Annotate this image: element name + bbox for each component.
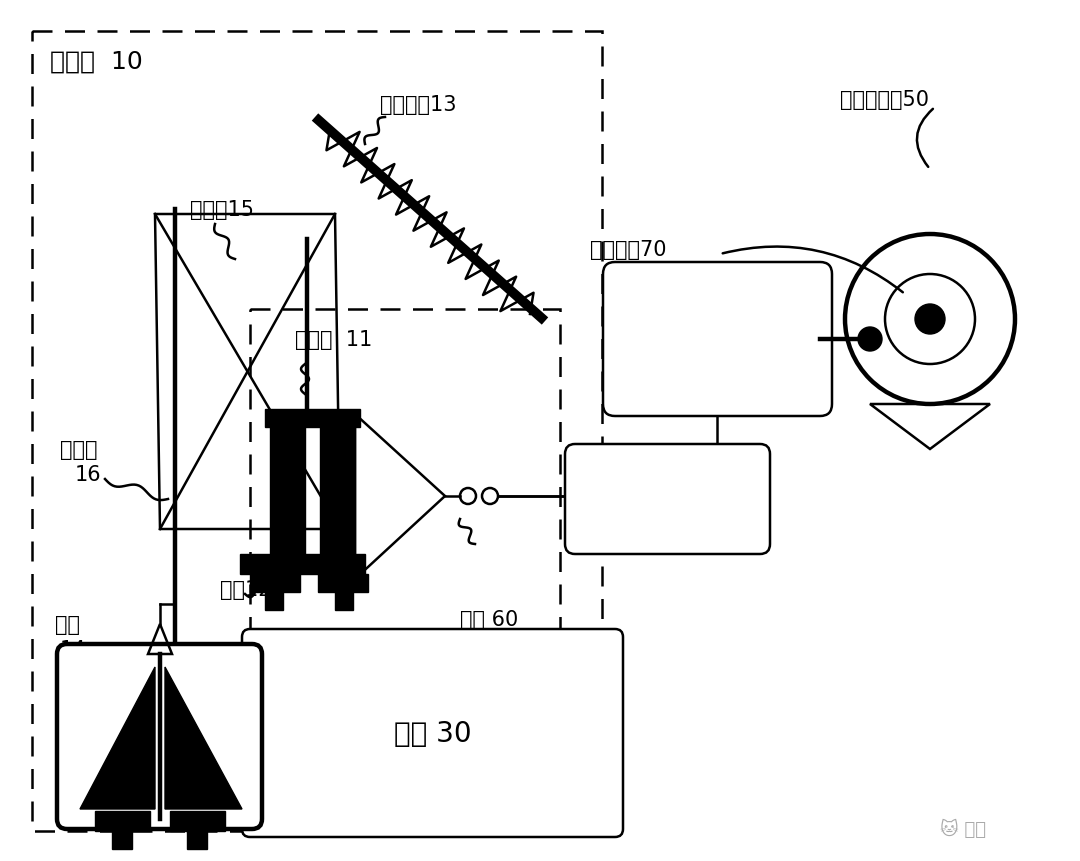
Text: 联动杆15: 联动杆15 — [190, 200, 254, 220]
Text: 安全控制板: 安全控制板 — [633, 486, 691, 505]
Text: 楔块: 楔块 — [55, 614, 80, 635]
Text: 弹性部件13: 弹性部件13 — [380, 95, 457, 115]
Text: 14: 14 — [60, 639, 86, 660]
Text: 电梯主机70: 电梯主机70 — [590, 239, 666, 260]
Bar — [265, 410, 360, 428]
Bar — [318, 574, 368, 592]
Polygon shape — [165, 667, 242, 809]
FancyBboxPatch shape — [57, 644, 262, 829]
Bar — [32, 32, 602, 831]
Text: 系统20: 系统20 — [691, 335, 743, 355]
Bar — [170, 811, 225, 831]
Text: 40: 40 — [650, 510, 674, 529]
FancyBboxPatch shape — [603, 263, 832, 417]
Bar — [112, 831, 132, 849]
Bar — [335, 592, 353, 610]
Text: 🐱 电梯: 🐱 电梯 — [940, 819, 986, 839]
Text: 主机编码器50: 主机编码器50 — [840, 90, 929, 110]
Bar — [240, 554, 365, 574]
Bar — [249, 310, 561, 699]
FancyBboxPatch shape — [242, 629, 623, 837]
Bar — [249, 574, 300, 592]
Polygon shape — [80, 667, 156, 809]
Bar — [320, 419, 355, 560]
FancyBboxPatch shape — [565, 444, 770, 554]
Text: 电磁铁  11: 电磁铁 11 — [295, 330, 373, 350]
Bar — [187, 831, 207, 849]
Circle shape — [858, 328, 882, 351]
Text: 电梯主控: 电梯主控 — [692, 307, 742, 328]
Circle shape — [915, 305, 945, 335]
Text: 衔铁12: 衔铁12 — [220, 579, 271, 599]
Text: 安全钳  10: 安全钳 10 — [50, 50, 143, 74]
Bar — [265, 592, 283, 610]
Text: 16: 16 — [75, 464, 102, 485]
Text: 开关 60: 开关 60 — [460, 610, 518, 629]
Bar — [270, 419, 305, 560]
Text: 提拉杆: 提拉杆 — [60, 439, 97, 460]
Bar — [95, 811, 150, 831]
Text: 轿厢 30: 轿厢 30 — [394, 719, 472, 747]
